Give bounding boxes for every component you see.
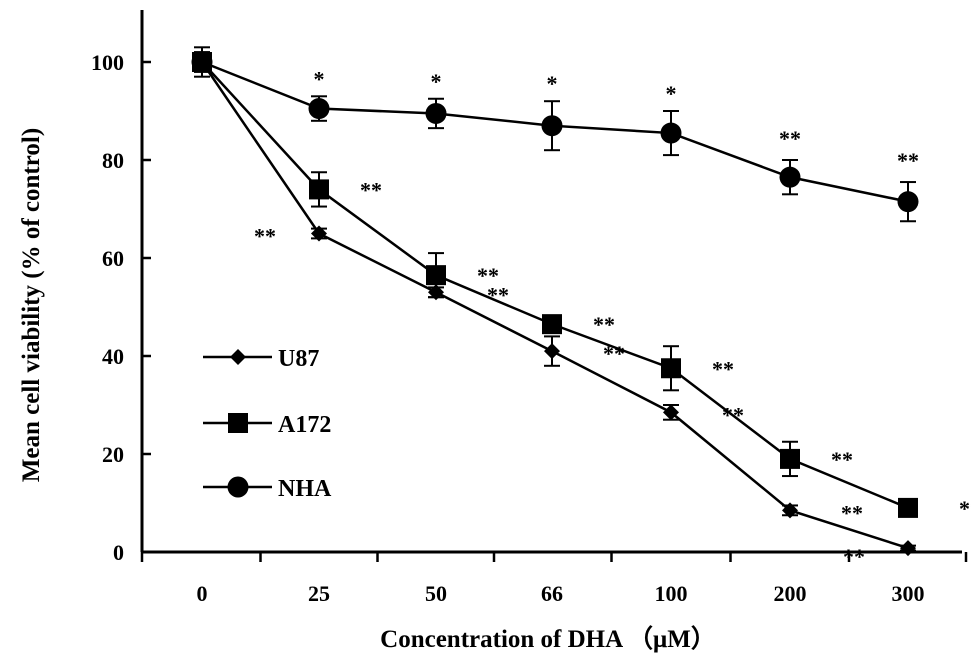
- y-tick-label: 100: [91, 50, 124, 75]
- significance-label: **: [487, 282, 509, 307]
- data-point-u87: [782, 502, 798, 519]
- significance-label: **: [360, 177, 382, 202]
- significance-label: **: [712, 356, 734, 381]
- significance-label: **: [254, 224, 276, 249]
- data-point-u87: [900, 540, 916, 557]
- data-point-a172: [309, 179, 329, 200]
- significance-label: **: [897, 148, 919, 173]
- significance-label: **: [779, 126, 801, 151]
- legend-marker-nha: [227, 476, 249, 498]
- y-tick-label: 20: [102, 442, 124, 467]
- significance-label: *: [314, 66, 325, 91]
- legend-label-nha: NHA: [278, 476, 332, 502]
- significance-label: *: [431, 69, 442, 94]
- data-point-a172: [426, 265, 446, 286]
- x-axis-title: Concentration of DHA （μM）: [380, 624, 716, 653]
- data-point-u87: [663, 404, 679, 421]
- x-tick-label: 50: [425, 581, 447, 606]
- y-axis-title: Mean cell viability (% of control): [18, 128, 45, 482]
- data-point-nha: [308, 98, 330, 120]
- series-layer: [191, 46, 919, 557]
- data-point-u87: [544, 343, 560, 360]
- significance-label: **: [831, 447, 853, 472]
- data-point-nha: [541, 115, 563, 137]
- significance-label: *: [547, 71, 558, 96]
- x-tick-label: 100: [655, 581, 688, 606]
- data-point-nha: [660, 122, 682, 144]
- data-point-u87: [311, 225, 327, 242]
- legend: U87 A172 NHA: [203, 346, 332, 502]
- y-tick-label: 40: [102, 344, 124, 369]
- x-tick-label: 300: [892, 581, 925, 606]
- significance-label: **: [959, 496, 971, 521]
- series-nha: [191, 46, 919, 223]
- x-tick-label: 0: [197, 581, 208, 606]
- x-tick-label: 25: [308, 581, 330, 606]
- significance-label: **: [603, 341, 625, 366]
- legend-label-u87: U87: [278, 346, 319, 372]
- significance-label: **: [843, 544, 865, 569]
- data-point-a172: [898, 497, 918, 518]
- significance-label: *: [666, 81, 677, 106]
- significance-label: **: [593, 312, 615, 337]
- y-tick-label: 80: [102, 148, 124, 173]
- y-tick-label: 60: [102, 246, 124, 271]
- data-point-a172: [661, 358, 681, 379]
- data-point-nha: [191, 51, 213, 73]
- data-point-nha: [779, 166, 801, 188]
- legend-marker-a172: [228, 413, 248, 433]
- significance-label: **: [841, 500, 863, 525]
- data-point-a172: [780, 448, 800, 469]
- data-point-nha: [897, 191, 919, 213]
- series-a172: [192, 51, 918, 518]
- legend-marker-u87: [230, 349, 246, 365]
- y-tick-label: 0: [113, 540, 124, 565]
- significance-label: **: [722, 402, 744, 427]
- data-point-nha: [425, 102, 447, 124]
- legend-label-a172: A172: [278, 412, 331, 438]
- x-tick-label: 200: [774, 581, 807, 606]
- x-tick-label: 66: [541, 581, 563, 606]
- data-point-a172: [542, 314, 562, 335]
- significance-layer: ********************************: [254, 66, 971, 569]
- axes: 0 20 40 60 80 100 0 25 50 66 100 200 300: [91, 10, 968, 606]
- significance-label: **: [477, 263, 499, 288]
